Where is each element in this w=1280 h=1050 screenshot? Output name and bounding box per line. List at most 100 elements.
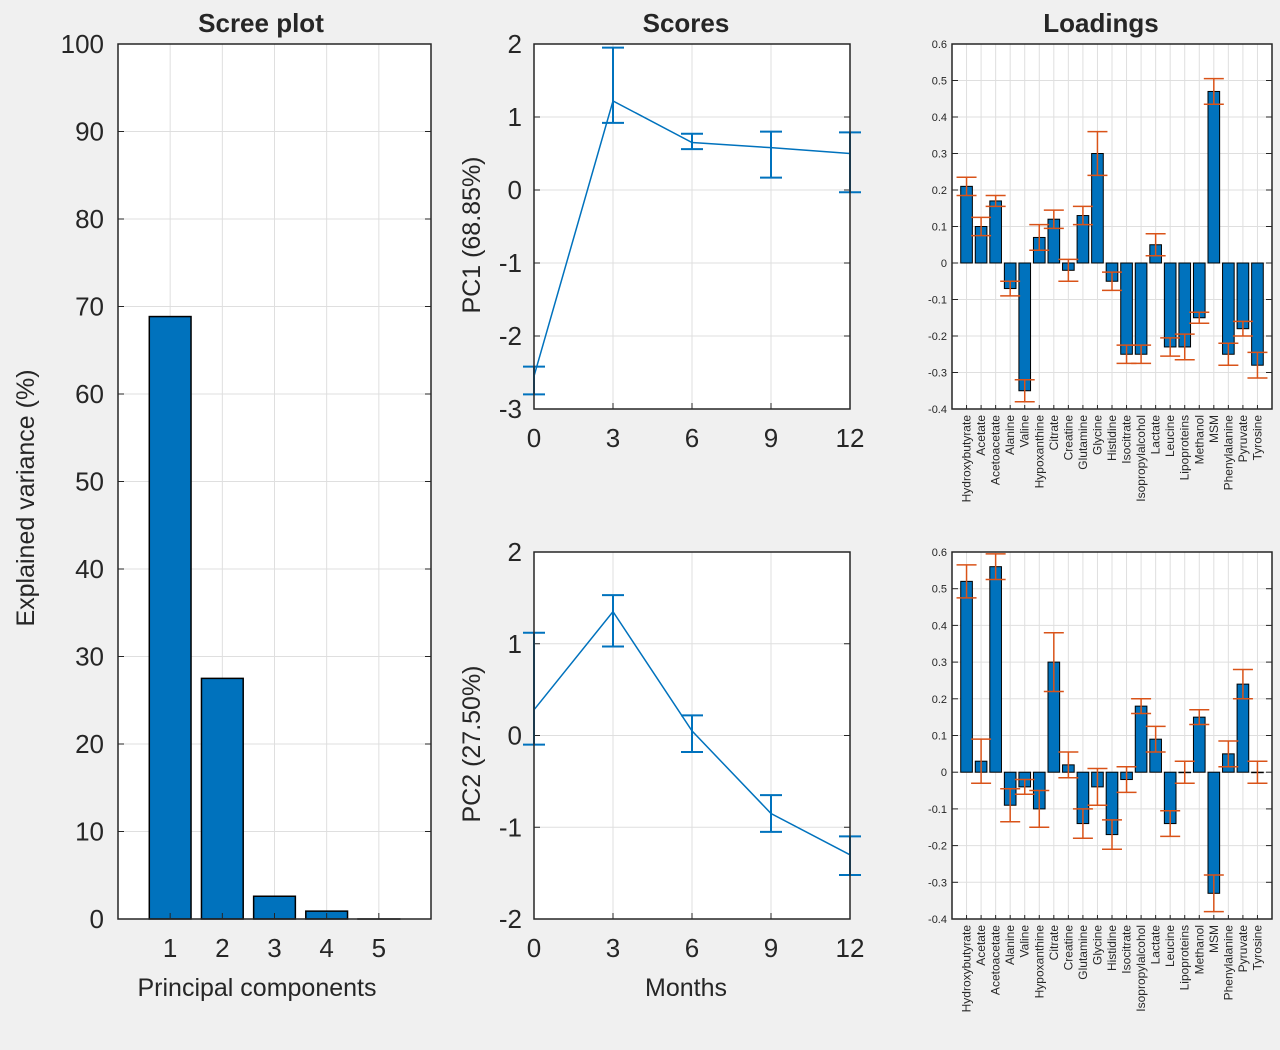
loadings-pc1-bar <box>1120 262 1133 355</box>
loadings-pc1-category-label: Glutamine <box>1076 415 1090 470</box>
loadings-pc1-y-tick-label: -0.1 <box>928 295 947 307</box>
loadings-pc1-category-label: MSM <box>1207 415 1221 443</box>
loadings-pc2-category-label: Isopropylalcohol <box>1134 925 1148 1012</box>
loadings-pc2-bar <box>989 566 1002 773</box>
loadings-pc2-y-tick-label: 0.2 <box>932 694 947 706</box>
loadings-pc2-category-label: Glycine <box>1090 925 1104 965</box>
scores-pc2-axes-frame <box>533 551 851 920</box>
loadings-pc2-category-label: Phenylalanine <box>1221 925 1235 1001</box>
scores-pc2-y-tick-label: -1 <box>499 812 522 842</box>
scree-y-tick-label: 40 <box>75 554 104 584</box>
loadings-pc1-category-label: Tyrosine <box>1250 415 1264 461</box>
loadings-pc1-category-label: Pyruvate <box>1236 415 1250 463</box>
loadings-pc1-category-label: Valine <box>1018 415 1032 448</box>
scores-pc1-axes-frame <box>533 43 851 410</box>
loadings-pc1-category-label: Creatine <box>1061 415 1075 461</box>
loadings-pc1-category-label: Leucine <box>1163 415 1177 457</box>
loadings-pc1-category-label: Acetoacetate <box>989 415 1003 485</box>
loadings-pc1-category-label: Acetate <box>974 415 988 456</box>
loadings-pc1-y-tick-label: 0.6 <box>932 39 947 51</box>
loadings-pc2-bar <box>960 580 973 773</box>
loadings-pc1-y-tick-label: -0.2 <box>928 331 947 343</box>
scores-pc1-y-tick-label: -3 <box>499 394 522 424</box>
scores-pc1-y-tick-label: 0 <box>508 175 522 205</box>
scores-pc2-y-tick-label: -2 <box>499 904 522 934</box>
scree-x-tick-label: 1 <box>163 933 177 963</box>
loadings-pc2-y-tick-label: 0 <box>941 767 947 779</box>
loadings-pc1-bar <box>1018 262 1032 392</box>
scree-y-tick-label: 70 <box>75 292 104 322</box>
scores-pc2-y-tick-label: 0 <box>508 721 522 751</box>
loadings-pc2-category-label: Alanine <box>1003 925 1017 965</box>
scree-axes: 0 10 20 30 40 50 60 70 80 90 100 1 2 3 4 5 <box>61 29 432 963</box>
scree-bar <box>148 315 192 920</box>
loadings-pc1-bar <box>960 185 973 264</box>
loadings-pc1-category-label: Methanol <box>1192 415 1206 464</box>
loadings-pc2-bar <box>1134 705 1148 773</box>
loadings-pc2-category-label: Valine <box>1018 925 1032 958</box>
loadings-pc1-bar <box>989 200 1002 264</box>
scree-x-tick-label: 2 <box>215 933 229 963</box>
loadings-pc2-category-label: Hypoxanthine <box>1032 925 1046 999</box>
scores-pc1-x-tick-label: 6 <box>685 423 699 453</box>
scores-pc1-x-tick-label: 9 <box>764 423 778 453</box>
scree-y-tick-label: 30 <box>75 642 104 672</box>
scores-pc2-y-tick-label: 1 <box>508 629 522 659</box>
scree-y-tick-label: 20 <box>75 729 104 759</box>
loadings-pc2-category-label: Histidine <box>1105 925 1119 971</box>
loadings-pc1-bar <box>1163 262 1177 348</box>
scores-pc1-x-tick-label: 3 <box>606 423 620 453</box>
scree-plot-title: Scree plot <box>198 8 324 38</box>
scores-pc1-y-tick-label: -2 <box>499 321 522 351</box>
scores-pc1-y-tick-label: 2 <box>508 29 522 59</box>
pc2-x-axis-label: Months <box>645 974 727 1002</box>
loadings-pc2-y-tick-label: 0.3 <box>932 657 947 669</box>
scree-y-tick-label: 100 <box>61 29 104 59</box>
loadings-pc2-category-label: MSM <box>1207 925 1221 953</box>
scree-y-axis-label: Explained variance (%) <box>12 369 40 626</box>
loadings-pc1-category-label: Isopropylalcohol <box>1134 415 1148 502</box>
loadings-pc1-bar <box>1134 262 1148 355</box>
loadings-pc1-category-label: Alanine <box>1003 415 1017 455</box>
scores-title: Scores <box>643 8 730 38</box>
pc2-y-axis-label: PC2 (27.50%) <box>458 665 486 822</box>
loadings-pc2-y-tick-label: -0.1 <box>928 804 947 816</box>
loadings-pc2-category-label: Isocitrate <box>1120 925 1134 974</box>
loadings-pc1-bar <box>1222 262 1235 355</box>
loadings-pc1-category-label: Lactate <box>1149 415 1163 455</box>
loadings-pc1-y-tick-label: -0.4 <box>928 404 947 416</box>
scree-x-axis-label: Principal components <box>137 974 376 1002</box>
pc1-y-axis-label: PC1 (68.85%) <box>458 156 486 313</box>
loadings-pc2-category-label: Citrate <box>1047 925 1061 961</box>
loadings-pc1-axes: -0.4 -0.3 -0.2 -0.1 0 0.1 0.2 0.3 0.4 0.5 0.6 Hydro… <box>928 39 1273 503</box>
scores-pc2-x-tick-label: 9 <box>764 933 778 963</box>
loadings-pc1-y-tick-label: 0.3 <box>932 149 947 161</box>
loadings-pc2-y-tick-label: -0.4 <box>928 914 947 926</box>
loadings-pc2-category-label: Hydroxybutyrate <box>960 925 974 1013</box>
loadings-pc1-category-label: Hydroxybutyrate <box>960 415 974 503</box>
loadings-pc1-axes-frame <box>951 43 1273 410</box>
scree-axes-frame <box>117 43 432 920</box>
scree-y-tick-label: 10 <box>75 817 104 847</box>
loadings-pc2-category-label: Glutamine <box>1076 925 1090 980</box>
loadings-pc1-y-tick-label: 0.1 <box>932 222 947 234</box>
scree-bar <box>200 677 244 920</box>
loadings-pc2-y-tick-label: -0.3 <box>928 877 947 889</box>
scree-y-tick-label: 80 <box>75 204 104 234</box>
loadings-pc1-category-label: Citrate <box>1047 415 1061 451</box>
scree-x-tick-label: 5 <box>372 933 386 963</box>
loadings-pc2-axes: -0.4 -0.3 -0.2 -0.1 0 0.1 0.2 0.3 0.4 0.5 0.6 Hydro… <box>928 547 1273 1013</box>
loadings-pc1-bar <box>1251 262 1264 366</box>
loadings-pc2-category-label: Acetate <box>974 925 988 966</box>
loadings-pc2-category-label: Creatine <box>1061 925 1075 971</box>
loadings-pc1-category-label: Hypoxanthine <box>1032 415 1046 489</box>
scree-y-tick-label: 0 <box>90 904 104 934</box>
loadings-pc1-category-label: Phenylalanine <box>1221 415 1235 491</box>
loadings-title: Loadings <box>1043 8 1159 38</box>
loadings-pc2-category-label: Methanol <box>1192 925 1206 974</box>
scree-y-tick-label: 50 <box>75 467 104 497</box>
loadings-pc2-category-label: Lipoproteins <box>1178 925 1192 990</box>
loadings-pc2-category-label: Acetoacetate <box>989 925 1003 995</box>
